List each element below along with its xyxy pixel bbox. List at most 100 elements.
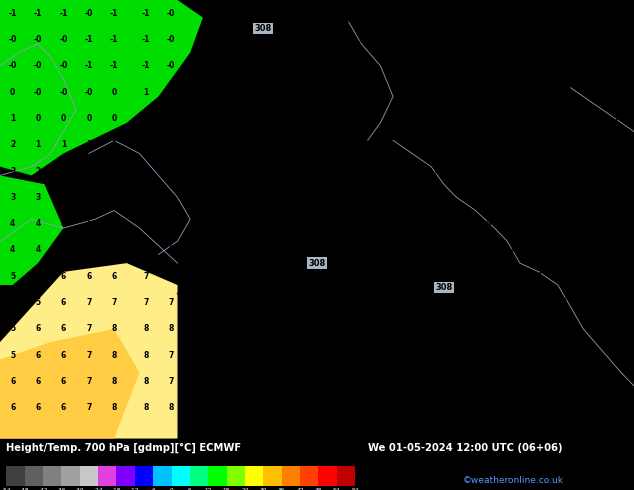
Text: 6: 6 (200, 272, 205, 281)
Text: 4: 4 (536, 9, 541, 18)
Text: 4: 4 (511, 193, 516, 202)
Text: 1: 1 (238, 35, 243, 44)
Text: 5: 5 (295, 324, 301, 333)
Text: 4: 4 (359, 298, 364, 307)
Text: 30: 30 (259, 488, 267, 490)
Text: 6: 6 (10, 403, 15, 413)
Text: 5: 5 (511, 114, 516, 123)
Bar (263, 466, 281, 486)
Text: 54: 54 (333, 488, 340, 490)
Bar (6, 466, 25, 486)
Text: 4: 4 (536, 272, 541, 281)
Text: 4: 4 (612, 403, 618, 413)
Text: 2: 2 (112, 167, 117, 175)
Text: 5: 5 (295, 377, 301, 386)
Text: 3: 3 (327, 219, 332, 228)
Text: 6: 6 (86, 272, 91, 281)
Text: 4: 4 (562, 403, 567, 413)
Text: 2: 2 (302, 9, 307, 18)
Text: -1: -1 (141, 9, 150, 18)
Text: 4: 4 (460, 245, 465, 254)
Text: 308: 308 (435, 283, 453, 292)
Text: 6: 6 (612, 245, 618, 254)
Text: 5: 5 (536, 35, 541, 44)
Text: 3: 3 (384, 35, 389, 44)
Text: 1: 1 (270, 61, 275, 70)
Text: 6: 6 (61, 298, 66, 307)
Text: 4: 4 (460, 167, 465, 175)
Text: 6: 6 (188, 488, 191, 490)
Text: 4: 4 (486, 167, 491, 175)
Text: 6: 6 (200, 351, 205, 360)
Text: 8: 8 (112, 324, 117, 333)
Text: 1: 1 (200, 88, 205, 97)
Text: 8: 8 (169, 403, 174, 413)
Text: 3: 3 (333, 61, 339, 70)
Text: 54: 54 (351, 488, 359, 490)
Text: 4: 4 (486, 351, 491, 360)
Text: 4: 4 (562, 88, 567, 97)
Text: 4: 4 (435, 9, 440, 18)
Text: 7: 7 (86, 324, 91, 333)
Bar (226, 466, 245, 486)
Text: 4: 4 (486, 403, 491, 413)
Text: 4: 4 (359, 219, 364, 228)
Bar (117, 466, 135, 486)
Text: 3: 3 (295, 167, 301, 175)
Text: 4: 4 (143, 219, 148, 228)
Text: -1: -1 (59, 9, 68, 18)
Text: 5: 5 (536, 167, 541, 175)
Text: 2: 2 (295, 88, 301, 97)
Text: 308: 308 (254, 24, 272, 33)
Text: 4: 4 (587, 377, 592, 386)
Text: 2: 2 (10, 140, 15, 149)
Text: 2: 2 (200, 167, 205, 175)
Text: 1: 1 (143, 114, 148, 123)
Text: 4: 4 (410, 114, 415, 123)
Text: 3: 3 (384, 140, 389, 149)
Text: 4: 4 (410, 403, 415, 413)
Text: 4: 4 (511, 298, 516, 307)
Text: 7: 7 (200, 324, 205, 333)
Text: 4: 4 (587, 88, 592, 97)
Text: 2: 2 (169, 167, 174, 175)
Text: 4: 4 (410, 245, 415, 254)
Text: 5: 5 (86, 219, 91, 228)
Text: 4: 4 (384, 193, 389, 202)
Text: 4: 4 (612, 377, 618, 386)
Text: 0: 0 (61, 114, 66, 123)
Text: 3: 3 (169, 193, 174, 202)
Bar (80, 466, 98, 486)
Text: 5: 5 (264, 298, 269, 307)
Text: 3: 3 (612, 61, 618, 70)
Text: 4: 4 (612, 324, 618, 333)
Text: 4: 4 (460, 272, 465, 281)
Text: 5: 5 (435, 35, 440, 44)
Text: -24: -24 (93, 488, 103, 490)
Text: -0: -0 (167, 9, 176, 18)
Text: 0: 0 (219, 9, 224, 18)
Text: 5: 5 (410, 298, 415, 307)
Text: 7: 7 (143, 272, 148, 281)
Text: 4: 4 (232, 219, 237, 228)
Text: 4: 4 (562, 324, 567, 333)
Text: 3: 3 (143, 193, 148, 202)
Text: 4: 4 (536, 298, 541, 307)
Text: 5: 5 (587, 114, 592, 123)
Text: 5: 5 (486, 114, 491, 123)
Text: 5: 5 (232, 377, 237, 386)
Text: 4: 4 (562, 272, 567, 281)
Text: 6: 6 (112, 245, 117, 254)
Text: 1: 1 (169, 88, 174, 97)
Text: -0: -0 (84, 88, 93, 97)
Text: -18: -18 (112, 488, 121, 490)
Text: 2: 2 (327, 140, 332, 149)
Text: 5: 5 (10, 272, 15, 281)
Text: 5: 5 (10, 298, 15, 307)
Text: 0: 0 (112, 88, 117, 97)
Text: 4: 4 (587, 9, 592, 18)
Text: 4: 4 (536, 219, 541, 228)
Text: 4: 4 (486, 245, 491, 254)
Text: 1: 1 (143, 88, 148, 97)
Text: 6: 6 (61, 324, 66, 333)
